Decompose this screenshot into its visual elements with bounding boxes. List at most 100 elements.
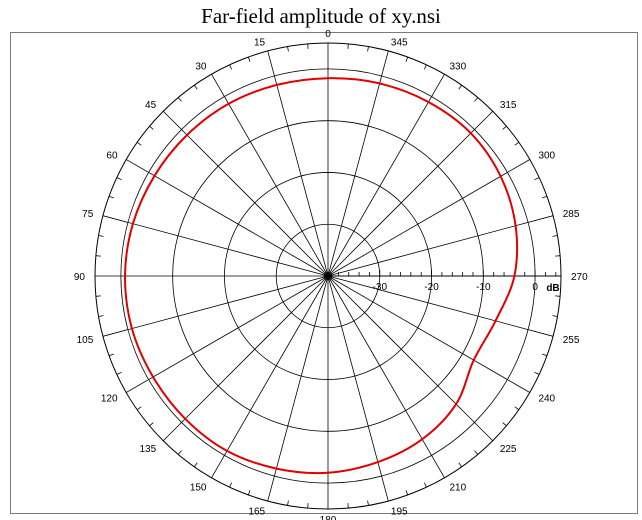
angle-label: 0 bbox=[325, 29, 331, 40]
angle-label: 270 bbox=[571, 272, 588, 283]
outer-tick bbox=[108, 195, 114, 199]
outer-tick bbox=[149, 422, 154, 427]
angle-label: 225 bbox=[500, 444, 517, 455]
angle-spoke bbox=[327, 50, 389, 277]
outer-tick bbox=[534, 177, 540, 181]
outer-tick bbox=[534, 371, 540, 375]
outer-tick bbox=[177, 97, 182, 102]
outer-tick bbox=[229, 482, 233, 488]
outer-tick bbox=[502, 125, 507, 130]
angle-spokes bbox=[95, 43, 561, 509]
angle-label: 45 bbox=[145, 100, 157, 111]
outer-tick-marks bbox=[95, 43, 561, 509]
outer-tick bbox=[247, 56, 251, 62]
plot-frame bbox=[10, 32, 638, 514]
angle-label: 135 bbox=[139, 444, 156, 455]
outer-tick bbox=[552, 315, 558, 317]
angle-spoke bbox=[267, 275, 329, 502]
outer-tick bbox=[458, 84, 462, 90]
outer-tick bbox=[405, 490, 409, 496]
angle-label: 330 bbox=[450, 62, 467, 73]
angle-label: 60 bbox=[106, 151, 118, 162]
radial-tick-label: -30 bbox=[373, 282, 388, 293]
outer-tick bbox=[98, 235, 104, 237]
series-layer bbox=[123, 77, 519, 475]
outer-tick bbox=[423, 482, 427, 488]
angle-spoke bbox=[102, 275, 329, 337]
angle-label: 315 bbox=[500, 100, 517, 111]
outer-tick bbox=[405, 56, 409, 62]
outer-tick bbox=[458, 462, 462, 468]
angle-spoke bbox=[211, 74, 329, 277]
angle-label: 165 bbox=[248, 507, 265, 518]
outer-tick bbox=[287, 46, 289, 52]
outer-tick bbox=[287, 500, 289, 506]
outer-tick bbox=[502, 422, 507, 427]
outer-tick bbox=[542, 353, 548, 357]
angle-label: 345 bbox=[391, 37, 408, 48]
angle-labels: 0 15 30 45 60 75 90 105 120 135 150 165 180 195 210 225… bbox=[74, 29, 588, 520]
outer-tick bbox=[367, 500, 369, 506]
angle-label: 195 bbox=[391, 507, 408, 518]
angle-label: 105 bbox=[77, 335, 94, 346]
angle-spoke bbox=[327, 275, 494, 442]
outer-tick bbox=[116, 371, 122, 375]
angle-label: 210 bbox=[450, 482, 467, 493]
outer-tick bbox=[177, 450, 182, 455]
chart-title: Far-field amplitude of xy.nsi bbox=[201, 4, 441, 28]
angle-label: 285 bbox=[563, 209, 580, 220]
outer-tick bbox=[136, 406, 142, 410]
outer-tick bbox=[247, 490, 251, 496]
angle-spoke bbox=[162, 110, 329, 277]
angle-spoke bbox=[327, 275, 554, 337]
series-line bbox=[123, 77, 519, 475]
outer-tick bbox=[367, 46, 369, 52]
angle-spoke bbox=[327, 275, 389, 502]
angle-spoke bbox=[126, 275, 329, 393]
angle-spoke bbox=[327, 275, 445, 478]
outer-tick bbox=[474, 450, 479, 455]
angle-spoke bbox=[327, 159, 530, 277]
outer-tick bbox=[108, 353, 114, 357]
angle-label: 180 bbox=[320, 515, 337, 520]
outer-tick bbox=[514, 406, 520, 410]
outer-tick bbox=[423, 64, 427, 70]
outer-tick bbox=[98, 315, 104, 317]
outer-tick bbox=[194, 84, 198, 90]
angle-spoke bbox=[267, 50, 329, 277]
outer-tick bbox=[136, 142, 142, 146]
angle-label: 300 bbox=[538, 151, 555, 162]
outer-tick bbox=[116, 177, 122, 181]
outer-tick bbox=[552, 235, 558, 237]
center-layer bbox=[325, 273, 331, 279]
angle-label: 90 bbox=[74, 272, 86, 283]
angle-label: 15 bbox=[254, 37, 266, 48]
outer-tick bbox=[229, 64, 233, 70]
center-point bbox=[325, 273, 331, 279]
outer-tick bbox=[514, 142, 520, 146]
outer-tick bbox=[474, 97, 479, 102]
angle-label: 240 bbox=[538, 394, 555, 405]
angle-label: 255 bbox=[563, 335, 580, 346]
angle-spoke bbox=[211, 275, 329, 478]
angle-spoke bbox=[102, 215, 329, 277]
outer-tick bbox=[542, 195, 548, 199]
outer-tick bbox=[149, 125, 154, 130]
radial-axis: -30 -20 -10 0 dB bbox=[328, 270, 561, 294]
angle-spoke bbox=[327, 275, 530, 393]
angle-spoke bbox=[162, 275, 329, 442]
outer-tick bbox=[194, 462, 198, 468]
radial-tick-label: -10 bbox=[476, 282, 491, 293]
angle-spoke bbox=[327, 215, 554, 277]
angle-spoke bbox=[327, 110, 494, 277]
radial-unit-label: dB bbox=[546, 283, 559, 294]
radial-tick-label: -20 bbox=[424, 282, 439, 293]
angle-label: 150 bbox=[190, 482, 207, 493]
angle-label: 30 bbox=[195, 62, 207, 73]
angle-label: 120 bbox=[101, 394, 118, 405]
angle-spoke bbox=[327, 74, 445, 277]
angle-label: 75 bbox=[82, 209, 94, 220]
angle-spoke bbox=[126, 159, 329, 277]
radial-tick-label: 0 bbox=[532, 282, 538, 293]
